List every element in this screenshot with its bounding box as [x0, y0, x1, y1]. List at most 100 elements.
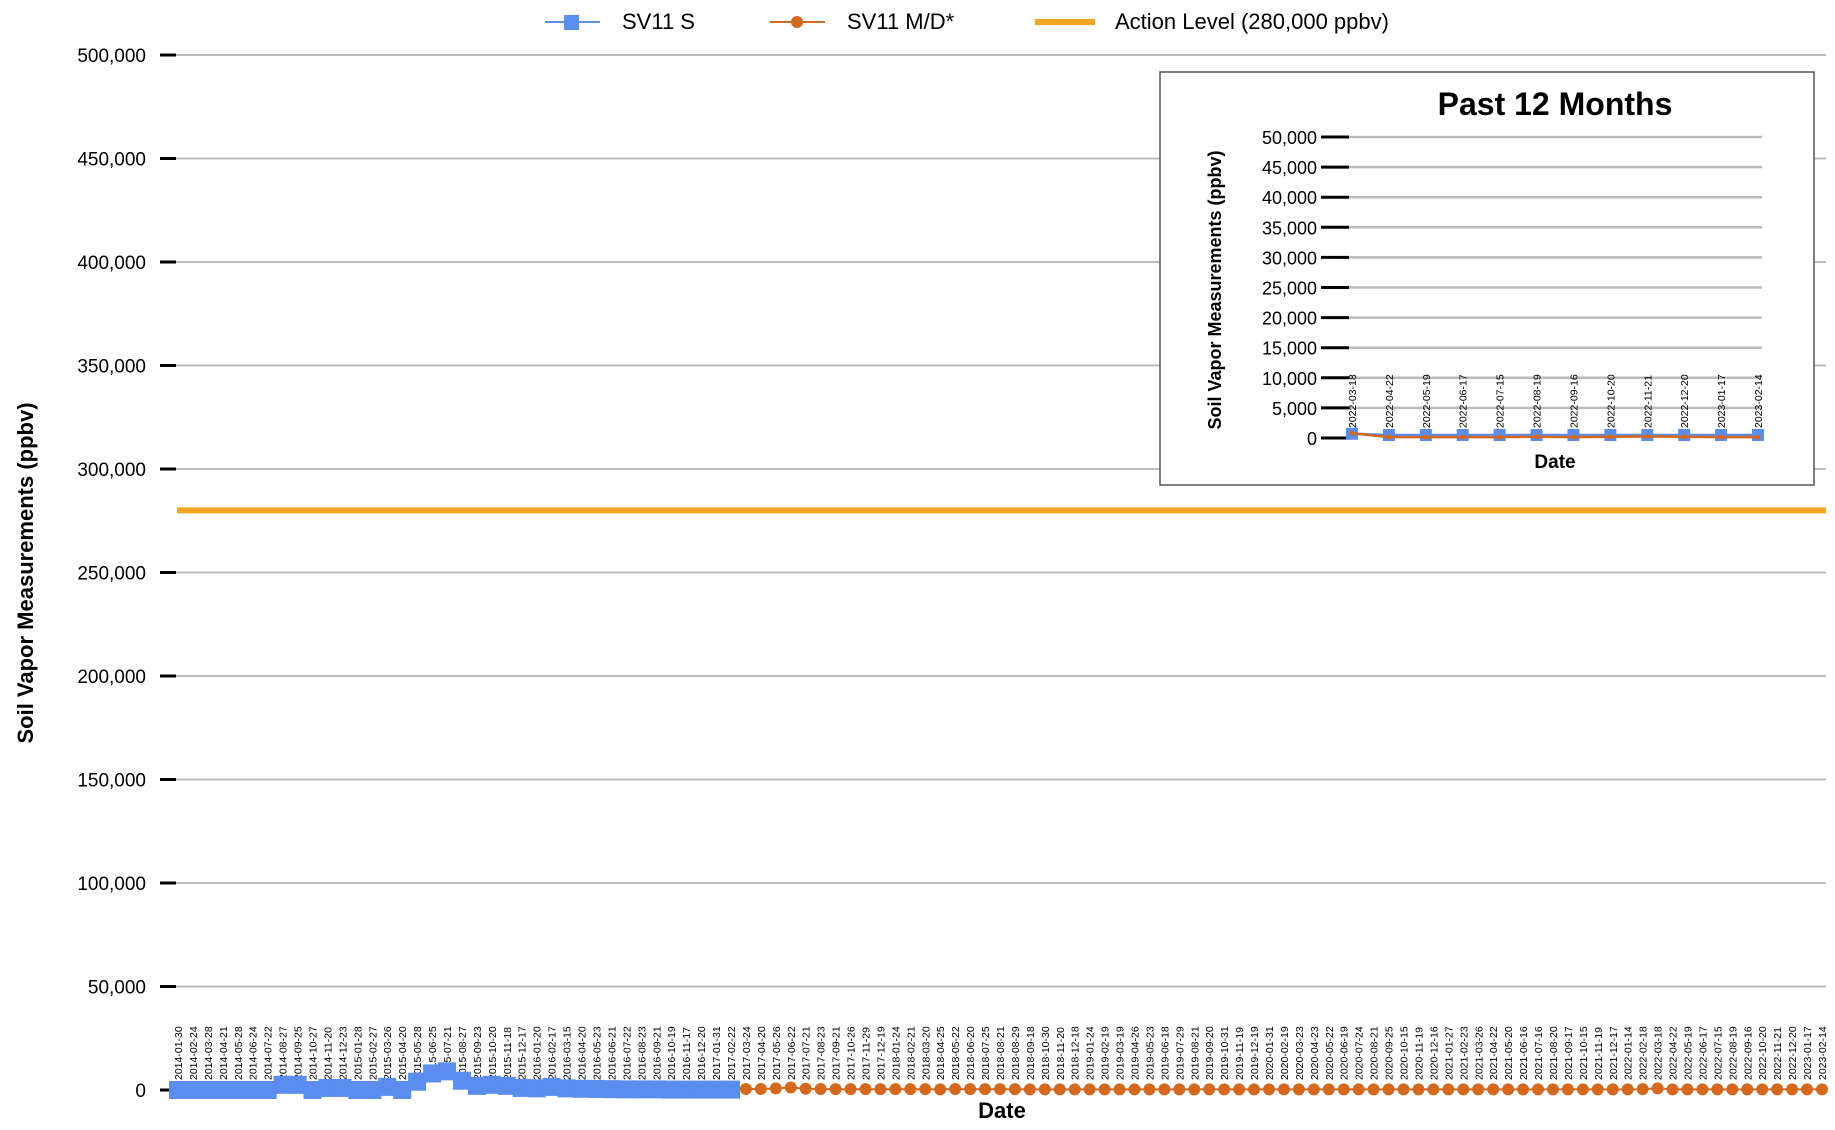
inset-title: Past 12 Months	[1438, 86, 1673, 122]
data-point-sv11-m-d	[784, 1081, 797, 1094]
x-tick-label: 2014-10-27	[308, 1026, 320, 1080]
inset-x-tick-label: 2022-10-20	[1605, 374, 1617, 428]
data-point-sv11-m-d	[1816, 1083, 1828, 1096]
inset-x-tick-label: 2022-08-19	[1532, 374, 1544, 428]
data-point-sv11-m-d	[1756, 1083, 1769, 1096]
x-tick-label: 2017-05-26	[771, 1026, 783, 1080]
x-tick-label: 2021-03-26	[1473, 1026, 1485, 1080]
x-tick-label: 2019-09-20	[1204, 1026, 1216, 1080]
data-point-sv11-s	[348, 1081, 367, 1099]
x-tick-label: 2018-07-25	[980, 1026, 992, 1080]
x-tick-label: 2017-09-21	[831, 1026, 843, 1080]
x-tick-label: 2016-03-15	[562, 1026, 574, 1080]
x-tick-label: 2022-02-18	[1638, 1026, 1650, 1080]
data-point-sv11-m-d	[889, 1083, 902, 1096]
x-tick-label: 2018-12-18	[1070, 1026, 1082, 1080]
legend-marker-sv11-s	[564, 15, 579, 30]
inset-x-tick-label: 2022-09-16	[1568, 374, 1580, 428]
inset-data-point-sv11-m-d	[1607, 434, 1613, 440]
inset-series-line-sv11-s	[1351, 432, 1758, 437]
data-point-sv11-s	[721, 1080, 740, 1099]
x-tick-label: 2021-09-17	[1563, 1026, 1575, 1080]
x-tick-label: 2018-08-29	[1010, 1026, 1022, 1080]
data-point-sv11-m-d	[1053, 1083, 1066, 1096]
data-point-sv11-s	[228, 1081, 247, 1099]
data-point-sv11-s	[303, 1081, 322, 1099]
data-point-sv11-s	[542, 1077, 561, 1096]
inset-frame	[1159, 71, 1815, 486]
x-tick-label: 2019-04-26	[1130, 1026, 1142, 1080]
x-tick-label: 2021-10-15	[1578, 1026, 1590, 1080]
x-tick-label: 2019-10-31	[1219, 1026, 1231, 1080]
x-tick-label: 2020-09-25	[1384, 1026, 1396, 1080]
x-tick-label: 2018-10-30	[1040, 1026, 1052, 1080]
x-tick-label: 2019-07-29	[1174, 1026, 1186, 1080]
y-tick-label: 400,000	[77, 253, 146, 274]
inset-x-tick-label: 2022-07-15	[1495, 374, 1507, 428]
data-point-sv11-m-d	[1083, 1083, 1096, 1096]
x-tick-label: 2021-08-20	[1548, 1026, 1560, 1080]
x-tick-label: 2019-08-21	[1189, 1026, 1201, 1080]
data-point-sv11-m-d	[1128, 1083, 1141, 1096]
inset-data-point-sv11-m-d	[1681, 434, 1687, 440]
data-point-sv11-m-d	[1233, 1083, 1246, 1096]
data-point-sv11-m-d	[1517, 1083, 1530, 1096]
x-tick-label: 2022-05-19	[1682, 1026, 1694, 1080]
data-point-sv11-s	[318, 1078, 337, 1097]
data-point-sv11-m-d	[1098, 1083, 1111, 1096]
x-tick-label: 2018-04-25	[935, 1026, 947, 1080]
x-tick-label: 2018-08-21	[995, 1026, 1007, 1080]
data-point-sv11-s	[632, 1080, 651, 1099]
x-tick-label: 2014-09-25	[293, 1026, 305, 1080]
x-tick-label: 2015-05-28	[412, 1026, 424, 1080]
data-point-sv11-s	[677, 1080, 696, 1099]
x-tick-label: 2015-08-27	[457, 1026, 469, 1080]
x-tick-label: 2020-04-23	[1309, 1026, 1321, 1080]
y-axis-label: Soil Vapor Measurements (ppbv)	[13, 402, 38, 743]
data-point-sv11-m-d	[964, 1083, 977, 1096]
x-tick-label: 2022-08-19	[1727, 1026, 1739, 1080]
data-point-sv11-s	[527, 1079, 546, 1098]
inset-y-axis-label: Soil Vapor Measurements (ppbv)	[1205, 150, 1225, 429]
x-tick-label: 2020-08-21	[1369, 1026, 1381, 1080]
data-point-sv11-s	[572, 1079, 591, 1098]
x-tick-label: 2014-07-22	[263, 1026, 275, 1080]
x-tick-label: 2014-06-24	[248, 1026, 260, 1080]
data-point-sv11-m-d	[1666, 1083, 1679, 1096]
x-tick-label: 2021-06-16	[1518, 1026, 1530, 1080]
data-point-sv11-m-d	[1786, 1083, 1799, 1096]
data-point-sv11-m-d	[1696, 1083, 1709, 1096]
data-point-sv11-m-d	[1068, 1083, 1081, 1096]
x-tick-label: 2020-05-22	[1324, 1026, 1336, 1080]
x-tick-label: 2014-01-30	[173, 1026, 185, 1080]
data-point-sv11-s	[213, 1081, 232, 1099]
y-tick-label: 0	[135, 1081, 146, 1102]
x-tick-label: 2020-03-23	[1294, 1026, 1306, 1080]
x-tick-label: 2016-04-20	[577, 1026, 589, 1080]
inset-y-tick-label: 20,000	[1262, 309, 1317, 329]
x-tick-label: 2018-06-20	[965, 1026, 977, 1080]
inset-x-tick-label: 2022-03-18	[1347, 374, 1359, 428]
inset-y-tick-label: 10,000	[1262, 369, 1317, 389]
data-point-sv11-m-d	[1188, 1083, 1201, 1096]
x-tick-label: 2020-10-15	[1399, 1026, 1411, 1080]
x-tick-label: 2021-02-23	[1458, 1026, 1470, 1080]
x-tick-label: 2022-09-16	[1742, 1026, 1754, 1080]
data-point-sv11-m-d	[1546, 1083, 1559, 1096]
inset-x-axis-label: Date	[1534, 452, 1575, 473]
data-point-sv11-s	[512, 1078, 531, 1097]
x-tick-label: 2020-06-19	[1339, 1026, 1351, 1080]
x-tick-label: 2017-07-21	[801, 1026, 813, 1080]
x-tick-label: 2015-01-28	[352, 1026, 364, 1080]
x-tick-label: 2020-01-31	[1264, 1026, 1276, 1080]
x-tick-label: 2014-05-28	[233, 1026, 245, 1080]
x-tick-label: 2017-01-31	[711, 1026, 723, 1080]
data-point-sv11-s	[408, 1072, 427, 1091]
data-point-sv11-m-d	[769, 1082, 782, 1095]
inset-data-point-sv11-m-d	[1460, 434, 1466, 440]
x-tick-label: 2015-04-20	[397, 1026, 409, 1080]
y-tick-label: 300,000	[77, 460, 146, 481]
inset-data-point-sv11-m-d	[1570, 434, 1576, 440]
data-point-sv11-m-d	[1741, 1083, 1754, 1096]
